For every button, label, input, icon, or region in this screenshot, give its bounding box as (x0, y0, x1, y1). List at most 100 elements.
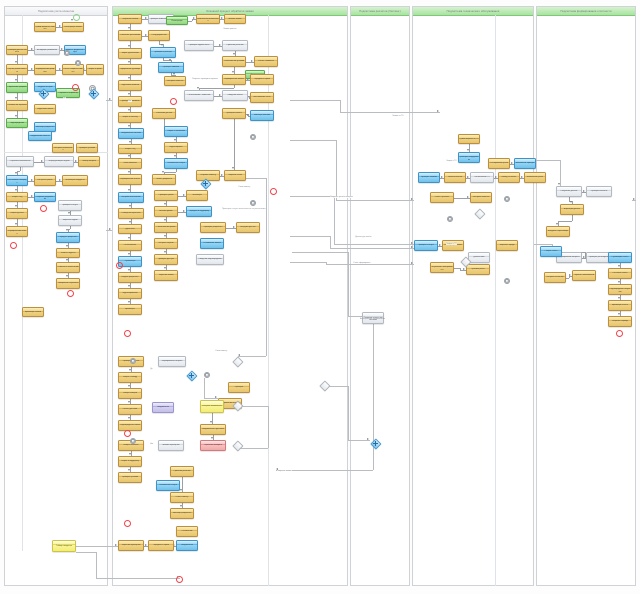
pool-billing[interactable]: Подсистема расчётов (биллинг) (350, 6, 410, 586)
task-node[interactable]: Передача в архив (148, 540, 174, 551)
task-node[interactable]: Закрытие периода (608, 316, 632, 327)
task-node[interactable]: Подтверждение получения (608, 284, 632, 295)
parallel-gateway[interactable] (186, 370, 197, 381)
task-node[interactable]: Проверка полноты (586, 186, 612, 197)
task-node[interactable]: Контроль версий (154, 238, 178, 249)
task-node[interactable]: Получение данных (556, 186, 582, 197)
task-node[interactable]: Выдача результата (118, 272, 142, 283)
intermediate-event-icon[interactable] (504, 196, 510, 202)
task-node[interactable]: Формирование пакета (222, 74, 246, 85)
end-event-icon[interactable] (124, 520, 131, 527)
task-node[interactable]: Повторная обработка (118, 208, 144, 219)
task-node[interactable]: Постановка в очередь (6, 175, 28, 186)
task-node[interactable]: Согласование с клиентом (184, 90, 214, 101)
task-node[interactable]: Закрытие наряда (496, 240, 518, 251)
task-node[interactable]: Публикация (118, 256, 142, 267)
task-node[interactable]: Рассылка отчёта (608, 268, 632, 279)
task-node[interactable]: Подготовка пакета (34, 104, 56, 114)
end-event-icon[interactable] (176, 576, 183, 583)
intermediate-event-icon[interactable] (130, 438, 136, 444)
task-node[interactable]: Доработка (118, 224, 142, 234)
task-node[interactable]: Выгрузка в хранилище (546, 226, 570, 237)
intermediate-event-icon[interactable] (504, 278, 510, 284)
task-node[interactable]: Закрытие этапа (224, 170, 246, 181)
task-node[interactable]: Выгрузка данных (236, 222, 260, 233)
task-node[interactable]: Выполнение работ (524, 172, 546, 183)
task-node[interactable]: Архивация заявки (22, 307, 44, 317)
task-node[interactable]: Контроль выполнения (200, 400, 224, 413)
task-node[interactable]: Приёмка работ (466, 264, 490, 275)
task-node[interactable]: Завершение обработки (56, 278, 80, 289)
task-node[interactable]: Корректировка (164, 142, 188, 153)
task-node[interactable]: Передача в архив (250, 74, 274, 85)
task-node[interactable]: Контроль значений (544, 272, 566, 283)
task-node[interactable]: Запрос в архив (86, 64, 104, 75)
end-event-icon[interactable] (116, 262, 123, 269)
task-node[interactable]: Получение заявки (118, 14, 142, 24)
task-node[interactable]: Устранение неисправности (430, 262, 454, 273)
task-node[interactable]: Выезд на объект (498, 172, 520, 183)
task-node[interactable]: Эскалация (186, 190, 208, 201)
end-event-icon[interactable] (10, 242, 17, 249)
task-node[interactable]: Уведомление о доставке (200, 424, 226, 435)
task-node[interactable]: Фиксация результата (170, 508, 194, 519)
task-node[interactable]: Сопоставление (118, 158, 142, 169)
task-node[interactable]: Принятие решения (222, 40, 248, 51)
task-node[interactable]: Назначение исполнителя (196, 14, 220, 24)
task-node[interactable]: Сохранение профиля (6, 82, 28, 93)
task-node[interactable]: Обновление карточки (6, 100, 28, 111)
task-node[interactable]: Формирование ответа (6, 226, 28, 237)
task-node[interactable]: Уведомление клиента (28, 131, 52, 141)
exclusive-gateway[interactable] (474, 208, 485, 219)
task-node[interactable]: Приём запроса на ТО (458, 134, 480, 144)
task-node[interactable]: Передача в поддержку (186, 206, 212, 217)
task-node[interactable]: Запись в журнал (56, 248, 80, 258)
task-node[interactable]: Проверка статуса (414, 240, 438, 251)
task-node[interactable]: Резерв позиции (118, 388, 142, 399)
task-node[interactable]: Проверка наличия (418, 172, 440, 183)
task-node[interactable]: Передача результата (56, 232, 80, 243)
task-node[interactable]: Уточнение требований (118, 30, 142, 41)
exclusive-gateway[interactable] (232, 400, 243, 411)
task-node[interactable]: Назначение бригады (514, 158, 536, 169)
start-event-icon[interactable] (73, 14, 80, 21)
task-node[interactable]: Проверка оплаты (222, 108, 246, 119)
task-node[interactable]: Ожидание подтверждения (196, 254, 224, 265)
task-node[interactable]: Маршрутизация задачи (44, 156, 74, 167)
task-node[interactable]: Сборка отчёта (540, 246, 562, 257)
pool-main[interactable]: Основной процесс обработки заявки (112, 6, 348, 586)
task-node[interactable]: Проверка условий (76, 143, 98, 153)
task-node[interactable]: Расчёт доставки (118, 404, 142, 415)
task-node[interactable]: Уведомление (176, 540, 198, 551)
task-node[interactable]: Запрос дополнений (118, 48, 142, 59)
exclusive-gateway[interactable] (232, 356, 243, 367)
intermediate-event-icon[interactable] (250, 134, 256, 140)
task-node[interactable]: Уведомление (152, 402, 174, 413)
task-node[interactable]: Запрос в поддержку (118, 456, 142, 467)
task-node[interactable]: Анализ заявки (224, 14, 246, 24)
exclusive-gateway[interactable] (460, 256, 471, 267)
parallel-gateway[interactable] (88, 88, 99, 99)
task-node[interactable]: Отправка в обработку (56, 88, 80, 98)
task-node[interactable]: Фиксация платежа (250, 110, 274, 121)
task-node[interactable]: Обновление статуса (164, 158, 188, 169)
task-node[interactable]: Регистрация заявки (62, 22, 84, 32)
task-node[interactable]: Обработка исключения (6, 156, 34, 167)
task-node[interactable]: Согласование (118, 240, 142, 251)
task-node[interactable]: Контроль качества (470, 192, 492, 203)
task-node[interactable]: Архивация отчёта (608, 300, 632, 311)
intermediate-event-icon[interactable] (64, 50, 70, 56)
task-node[interactable]: Согласование ТО (470, 172, 494, 183)
task-node[interactable]: Расчёт стоимости (254, 56, 278, 67)
task-node[interactable]: Подтверждение (6, 118, 28, 128)
task-node[interactable]: Проверка в реестре (150, 47, 176, 58)
task-node[interactable]: Обновление статуса (156, 480, 180, 491)
task-node[interactable]: Проверка (228, 382, 250, 393)
task-node[interactable]: Принятие решения (170, 466, 194, 477)
task-node[interactable]: Контроль исполнения (118, 192, 144, 203)
end-event-icon[interactable] (72, 84, 79, 91)
exclusive-gateway[interactable] (232, 440, 243, 451)
task-node[interactable]: Выставление счёта (250, 92, 274, 103)
task-node[interactable]: Повтор запроса (78, 156, 100, 167)
task-node[interactable]: Ожидание ответа (222, 90, 248, 101)
